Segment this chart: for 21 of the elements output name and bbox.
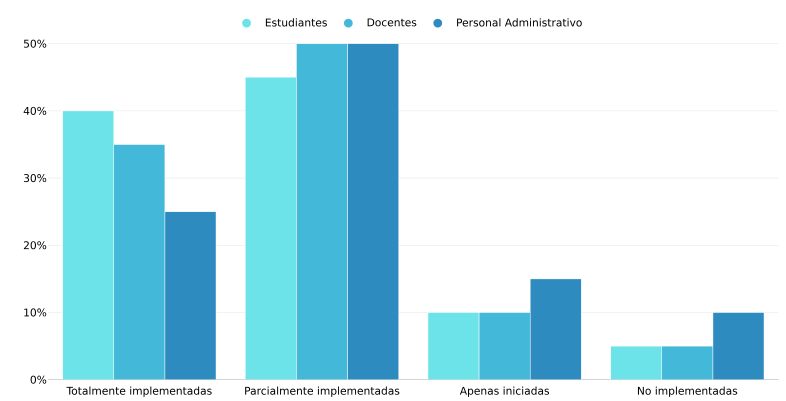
x-tick-label: Totalmente implementadas xyxy=(66,386,212,397)
x-tick-label: Apenas iniciadas xyxy=(460,386,550,397)
bar xyxy=(478,312,531,380)
bar xyxy=(712,312,764,380)
bar xyxy=(113,144,166,380)
x-tick-label: No implementadas xyxy=(638,386,738,397)
legend-label: Personal Administrativo xyxy=(457,18,582,27)
bar xyxy=(661,346,714,380)
y-tick-label: 30% xyxy=(24,174,46,182)
bar xyxy=(296,44,348,380)
y-tick-label: 0% xyxy=(30,376,46,384)
y-tick-label: 50% xyxy=(24,40,46,48)
y-tick-label: 40% xyxy=(24,106,46,115)
legend-label: Docentes xyxy=(368,18,416,26)
y-tick-label: 10% xyxy=(24,308,46,316)
bar xyxy=(347,44,399,380)
y-tick-label: 20% xyxy=(24,241,46,250)
x-tick-label: Parcialmente implementadas xyxy=(245,386,400,397)
bar xyxy=(530,278,582,380)
bar xyxy=(164,211,216,380)
legend-label: Estudiantes xyxy=(266,18,327,27)
